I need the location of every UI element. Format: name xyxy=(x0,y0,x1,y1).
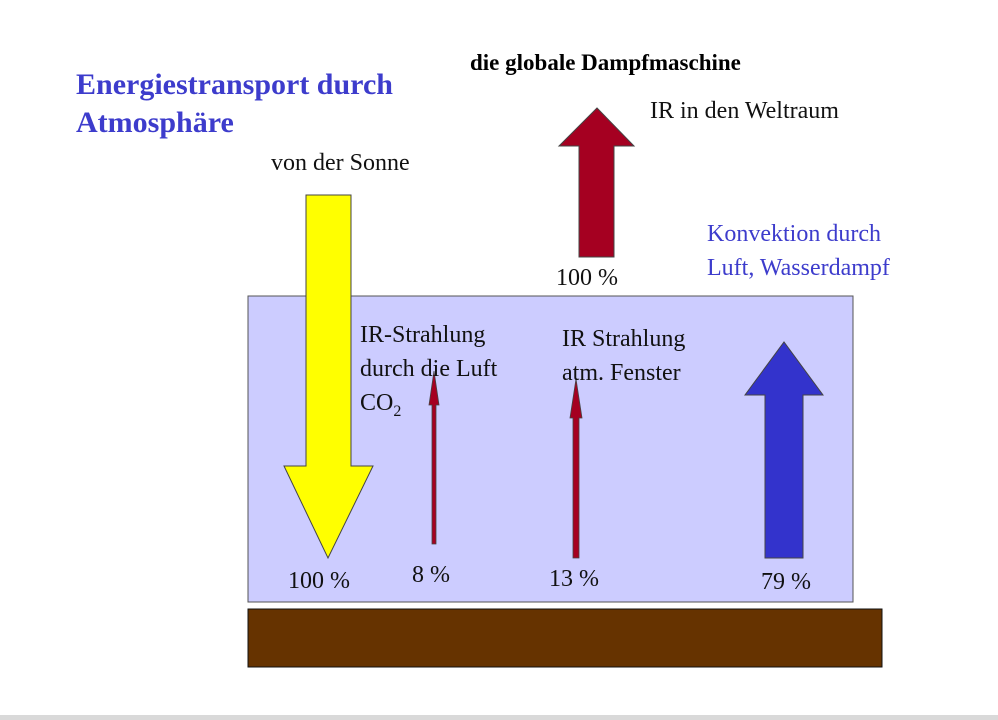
co2-formula: CO xyxy=(360,390,394,416)
convection-value: 79 % xyxy=(761,569,811,595)
outgoing-value: 100 % xyxy=(556,265,618,291)
ir-window-arrow xyxy=(569,378,583,559)
co2-subscript: 2 xyxy=(393,402,402,420)
bottom-divider xyxy=(0,715,998,720)
convection-label-line1: Konvektion durch xyxy=(707,221,881,247)
ir-space-arrow xyxy=(557,107,636,258)
sun-incoming-arrow xyxy=(283,194,374,560)
ir-window-label-line2: atm. Fenster xyxy=(562,360,681,386)
ir-air-label: IR-Strahlung durch die Luft CO2 xyxy=(360,318,497,429)
ir-air-label-line2: durch die Luft xyxy=(360,356,498,382)
incoming-value: 100 % xyxy=(288,568,350,594)
ir-space-label: IR in den Weltraum xyxy=(650,98,839,124)
ir-window-value: 13 % xyxy=(549,566,599,592)
ir-air-arrow xyxy=(428,370,440,545)
convection-arrow xyxy=(744,341,824,559)
sun-label: von der Sonne xyxy=(271,150,410,176)
diagram-subtitle: die globale Dampfmaschine xyxy=(470,50,741,75)
convection-label: Konvektion durch Luft, Wasserdampf xyxy=(707,217,890,285)
ir-window-label-line1: IR Strahlung xyxy=(562,326,686,352)
ground-surface xyxy=(247,608,883,668)
ir-air-label-line1: IR-Strahlung xyxy=(360,322,486,348)
ir-air-value: 8 % xyxy=(412,562,450,588)
ir-window-label: IR Strahlung atm. Fenster xyxy=(562,322,685,390)
slide-title: Energiestransport durch Atmosphäre xyxy=(76,68,393,139)
convection-label-line2: Luft, Wasserdampf xyxy=(707,255,890,281)
ir-air-label-line3: CO2 xyxy=(360,386,497,429)
